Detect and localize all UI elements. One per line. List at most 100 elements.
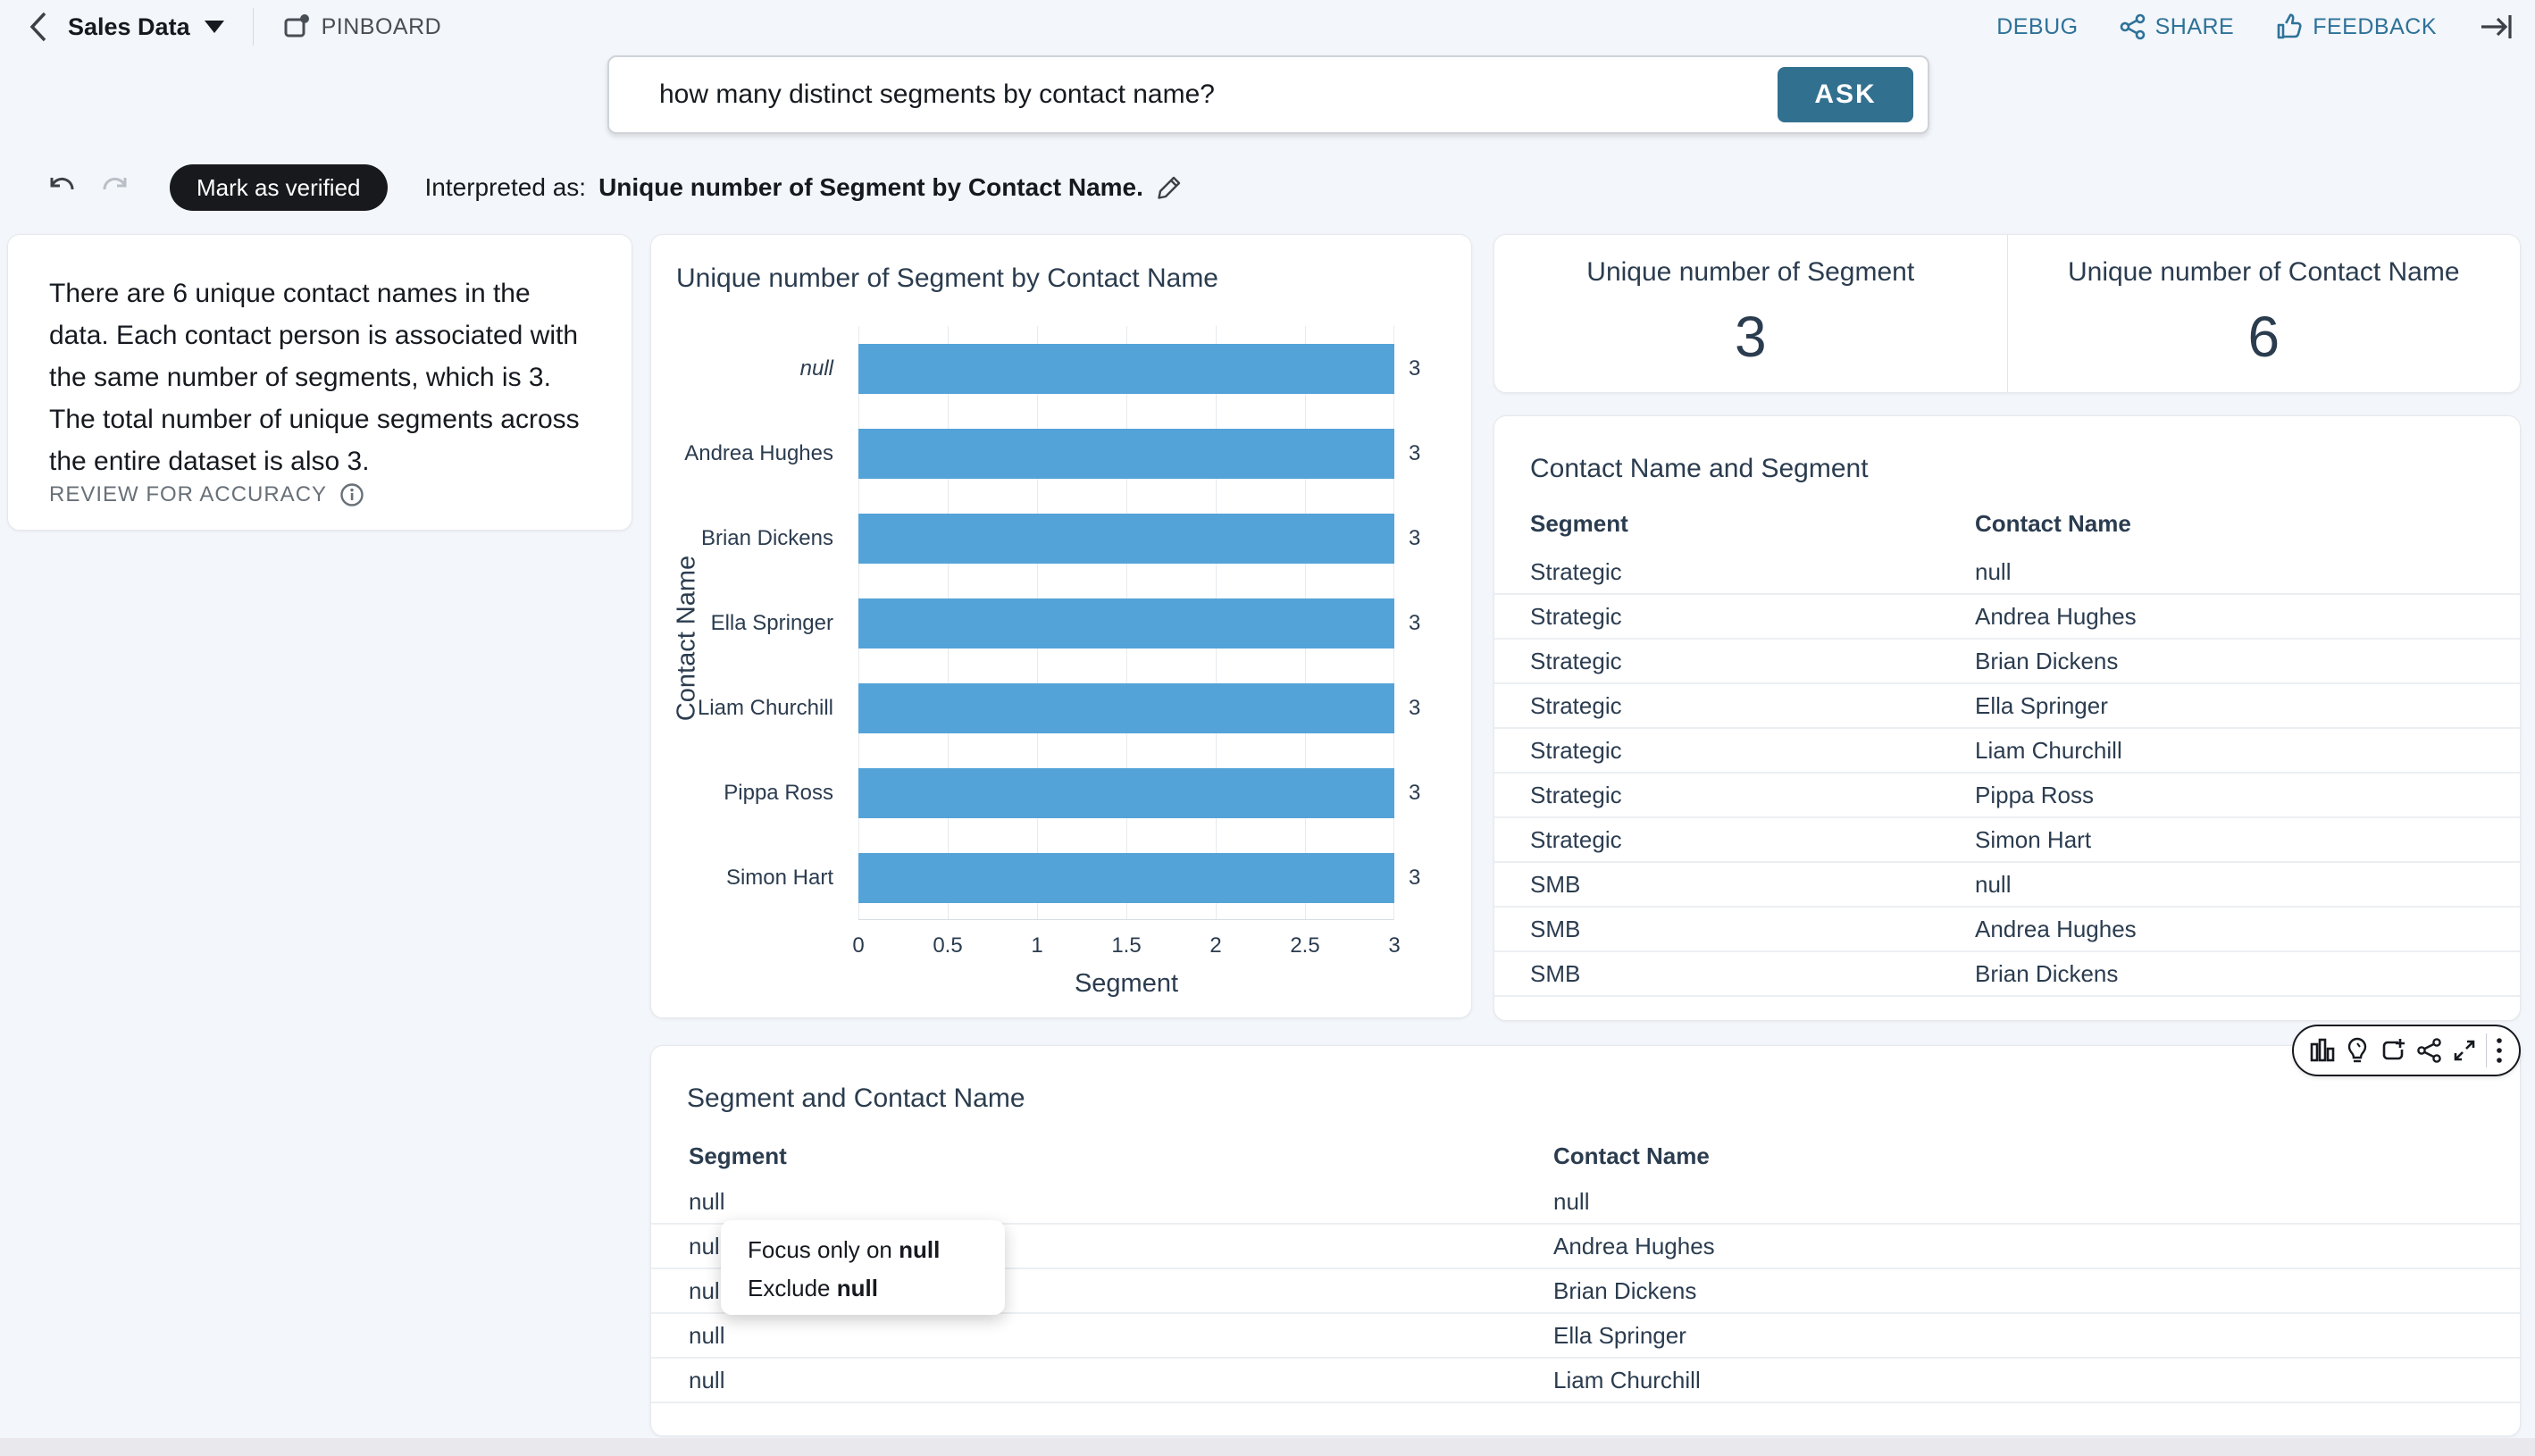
contact-name-cell: Ella Springer: [1975, 691, 2108, 719]
bottom-edge-strip: [0, 1438, 2535, 1456]
bar-chart-icon[interactable]: [2309, 1037, 2336, 1064]
contact-name-cell: null: [1553, 1187, 1590, 1215]
table-body: Strategic null Strategic Andrea Hughes S…: [1494, 550, 2520, 997]
bar[interactable]: [858, 682, 1394, 733]
table-title: Contact Name and Segment: [1530, 454, 1869, 483]
table-row[interactable]: null Ella Springer: [651, 1314, 2520, 1359]
category-label: Pippa Ross: [724, 780, 833, 805]
table-row[interactable]: null Andrea Hughes: [651, 1225, 2520, 1269]
kpi-segment[interactable]: Unique number of Segment 3: [1494, 235, 2007, 392]
contact-segment-table-card: Contact Name and Segment Segment Contact…: [1493, 415, 2521, 1021]
kebab-menu-icon[interactable]: [2495, 1036, 2504, 1065]
pinboard-button[interactable]: PINBOARD: [282, 13, 442, 41]
kpi-contact-name[interactable]: Unique number of Contact Name 6: [2006, 235, 2521, 392]
bar-value-label: 3: [1409, 695, 1421, 720]
back-button[interactable]: [25, 10, 52, 44]
divider: [2485, 1033, 2487, 1067]
undo-icon[interactable]: [45, 172, 77, 203]
dataset-name: Sales Data: [68, 13, 190, 40]
x-tick-label: 0: [852, 933, 865, 958]
table-row[interactable]: Strategic Pippa Ross: [1494, 774, 2520, 818]
contact-name-cell: Liam Churchill: [1553, 1366, 1701, 1393]
bar-value-label: 3: [1409, 865, 1421, 890]
share-icon[interactable]: [2416, 1037, 2443, 1064]
table-row[interactable]: Strategic Liam Churchill: [1494, 729, 2520, 774]
segment-cell: Strategic: [1530, 781, 1622, 808]
table-row[interactable]: SMB Brian Dickens: [1494, 952, 2520, 997]
table-row[interactable]: Strategic Ella Springer: [1494, 684, 2520, 729]
table-row[interactable]: Strategic Simon Hart: [1494, 818, 2520, 863]
segment-cell: Strategic: [1530, 825, 1622, 853]
edit-pencil-icon[interactable]: [1156, 174, 1183, 201]
table-row[interactable]: Strategic Brian Dickens: [1494, 640, 2520, 684]
bar-row: 3: [858, 750, 1420, 835]
bar-row: 3: [858, 411, 1420, 496]
menu-item-bold-text: null: [836, 1275, 878, 1301]
top-bar: Sales Data PINBOARD DEBUG SHARE FEEDBACK: [0, 0, 2535, 54]
x-axis-ticks: 0 0.5 1 1.5 2 2.5 3: [852, 933, 1400, 960]
mark-as-verified-button[interactable]: Mark as verified: [170, 164, 388, 211]
table-row[interactable]: SMB Andrea Hughes: [1494, 908, 2520, 952]
answer-text: There are 6 unique contact names in the …: [49, 279, 580, 476]
bar-value-label: 3: [1409, 780, 1421, 805]
contact-name-cell: Andrea Hughes: [1553, 1232, 1715, 1259]
table-row[interactable]: null Liam Churchill: [651, 1359, 2520, 1403]
bar[interactable]: [858, 343, 1394, 394]
contact-name-cell: Ella Springer: [1553, 1321, 1686, 1349]
segment-cell: SMB: [1530, 959, 1581, 987]
dataset-dropdown[interactable]: Sales Data: [68, 13, 224, 41]
bar[interactable]: [858, 767, 1394, 818]
column-header[interactable]: Contact Name: [1975, 510, 2131, 537]
x-tick-label: 2.5: [1290, 933, 1320, 958]
column-header[interactable]: Segment: [1530, 510, 1628, 537]
segment-cell: null: [689, 1187, 725, 1215]
info-icon[interactable]: [339, 482, 364, 507]
table-row[interactable]: null null: [651, 1180, 2520, 1225]
table-row[interactable]: Strategic null: [1494, 550, 2520, 595]
pinboard-icon: [282, 13, 311, 41]
menu-item-focus-only[interactable]: Focus only on null: [721, 1231, 1005, 1269]
bar[interactable]: [858, 852, 1394, 903]
bar[interactable]: [858, 598, 1394, 649]
segment-cell: SMB: [1530, 870, 1581, 898]
x-tick-label: 1: [1031, 933, 1043, 958]
category-axis: null Andrea Hughes Brian Dickens Ella Sprin…: [651, 326, 848, 920]
contact-name-cell: Liam Churchill: [1975, 736, 2122, 764]
bar[interactable]: [858, 513, 1394, 564]
table-header-row: Segment Contact Name: [1494, 510, 2520, 538]
segment-cell: null: [689, 1366, 725, 1393]
question-input[interactable]: how many distinct segments by contact na…: [659, 79, 1215, 109]
debug-label: DEBUG: [1996, 13, 2079, 39]
lightbulb-icon[interactable]: [2344, 1036, 2371, 1065]
bar-value-label: 3: [1409, 356, 1421, 381]
menu-item-exclude[interactable]: Exclude null: [721, 1269, 1005, 1308]
redo-icon[interactable]: [100, 172, 132, 203]
arrow-to-bar-icon: [2478, 12, 2514, 42]
column-header[interactable]: Contact Name: [1553, 1142, 1710, 1169]
debug-button[interactable]: DEBUG: [1996, 14, 2078, 40]
table-title: Segment and Contact Name: [687, 1084, 1025, 1113]
category-label: Andrea Hughes: [684, 440, 833, 465]
table-row[interactable]: null Brian Dickens: [651, 1269, 2520, 1314]
expand-icon[interactable]: [2451, 1037, 2478, 1064]
bar[interactable]: [858, 428, 1394, 479]
share-icon: [2120, 13, 2146, 40]
contact-name-cell: Simon Hart: [1975, 825, 2092, 853]
segment-cell: Strategic: [1530, 602, 1622, 630]
table-row[interactable]: Strategic Andrea Hughes: [1494, 595, 2520, 640]
collapse-panel-button[interactable]: [2478, 12, 2514, 42]
chevron-left-icon: [25, 10, 52, 44]
column-header[interactable]: Segment: [689, 1142, 787, 1169]
ask-button[interactable]: ASK: [1778, 67, 1913, 122]
pin-to-board-icon[interactable]: [2379, 1037, 2407, 1064]
table-row[interactable]: SMB null: [1494, 863, 2520, 908]
feedback-button[interactable]: FEEDBACK: [2275, 13, 2437, 41]
segment-cell: Strategic: [1530, 557, 1622, 585]
thumbs-up-icon: [2275, 13, 2304, 41]
segment-cell: null: [689, 1321, 725, 1349]
menu-item-bold-text: null: [899, 1236, 941, 1263]
bar-row: 3: [858, 835, 1420, 920]
contact-name-cell: Brian Dickens: [1553, 1276, 1697, 1304]
share-button[interactable]: SHARE: [2120, 13, 2235, 40]
bar-value-label: 3: [1409, 440, 1421, 465]
